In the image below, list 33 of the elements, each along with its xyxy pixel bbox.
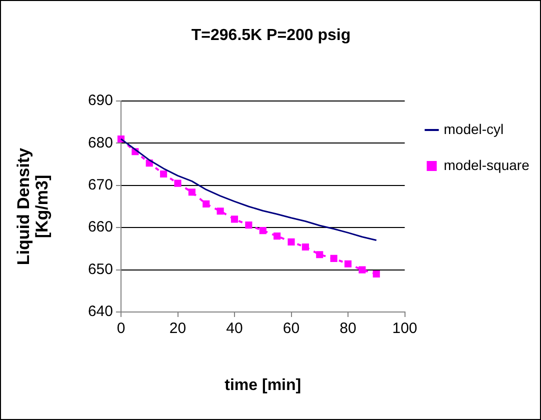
point xyxy=(302,243,309,251)
y-tick-label: 660 xyxy=(88,218,113,236)
y-tick-label: 670 xyxy=(88,176,113,194)
point xyxy=(288,238,295,246)
point xyxy=(188,188,196,196)
point xyxy=(316,251,324,258)
y-tick-label: 690 xyxy=(88,92,113,110)
point xyxy=(259,227,266,234)
point xyxy=(372,270,380,278)
point xyxy=(358,266,366,274)
y-axis-title: Liquid Density [Kg/m3] xyxy=(14,147,52,266)
x-axis-title: time [min] xyxy=(224,376,302,394)
y-tick-label: 680 xyxy=(88,134,113,152)
legend-label: model-cyl xyxy=(444,120,504,137)
point xyxy=(160,170,168,178)
x-tick-label: 20 xyxy=(169,320,186,338)
x-tick-label: 40 xyxy=(226,320,243,338)
legend-label: model-square xyxy=(444,156,530,173)
x-tick-label: 100 xyxy=(392,320,418,338)
y-tick-label: 650 xyxy=(88,260,113,278)
point xyxy=(230,216,238,223)
x-tick-label: 0 xyxy=(116,320,126,338)
point xyxy=(174,180,182,187)
point xyxy=(245,222,252,229)
point xyxy=(216,208,224,215)
x-tick-label: 60 xyxy=(282,320,300,338)
point xyxy=(274,232,281,240)
x-tick-label: 80 xyxy=(340,320,356,338)
chart-title: T=296.5K P=200 psig xyxy=(190,27,352,45)
point xyxy=(202,200,210,208)
point xyxy=(344,260,352,268)
y-tick-label: 640 xyxy=(88,303,113,320)
point xyxy=(330,254,338,262)
